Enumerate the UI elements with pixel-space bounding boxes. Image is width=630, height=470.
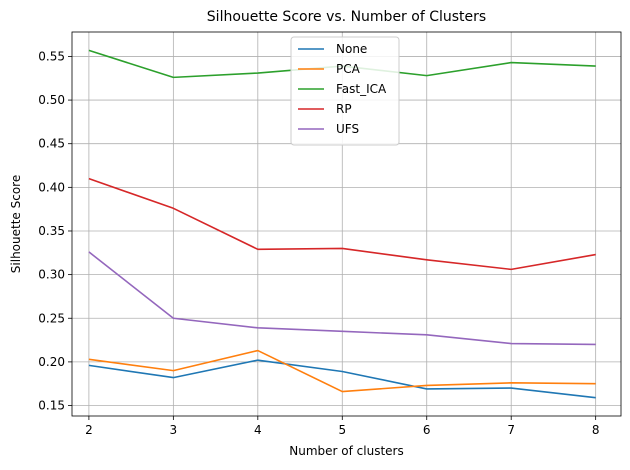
series-line-rp <box>88 177 596 271</box>
legend-label: PCA <box>336 62 361 76</box>
series-lines <box>88 49 596 399</box>
legend-label: Fast_ICA <box>336 82 387 96</box>
legend-label: RP <box>336 102 352 116</box>
x-tick-label: 7 <box>507 423 515 437</box>
y-tick-label: 0.25 <box>38 311 65 325</box>
series-line-pca <box>88 349 596 393</box>
series-line-ufs <box>88 251 596 346</box>
series-line-none <box>88 359 596 399</box>
legend: None PCA Fast_ICA RP UFS <box>290 36 400 146</box>
legend-label: None <box>336 42 367 56</box>
legend-box <box>290 36 400 146</box>
x-tick-label: 6 <box>423 423 431 437</box>
y-axis-ticks: 0.15 0.20 0.25 0.30 0.35 0.40 0.45 0.50 0.55 <box>38 49 72 413</box>
plot-frame <box>71 31 622 417</box>
y-tick-label: 0.15 <box>38 399 65 413</box>
x-tick-label: 2 <box>85 423 93 437</box>
x-tick-label: 3 <box>170 423 178 437</box>
x-axis-label: Number of clusters <box>289 444 403 458</box>
y-tick-label: 0.45 <box>38 137 65 151</box>
y-tick-label: 0.30 <box>38 268 65 282</box>
x-axis-ticks: 2 3 4 5 6 7 8 <box>85 416 599 437</box>
y-tick-label: 0.55 <box>38 49 65 63</box>
y-tick-label: 0.40 <box>38 180 65 194</box>
legend-label: UFS <box>336 122 359 136</box>
y-axis-label: Silhouette Score <box>9 175 23 273</box>
y-tick-label: 0.20 <box>38 355 65 369</box>
y-tick-label: 0.35 <box>38 224 65 238</box>
chart-title: Silhouette Score vs. Number of Clusters <box>207 9 486 25</box>
x-tick-label: 5 <box>338 423 346 437</box>
y-tick-label: 0.50 <box>38 93 65 107</box>
x-tick-label: 4 <box>254 423 262 437</box>
x-tick-label: 8 <box>592 423 600 437</box>
